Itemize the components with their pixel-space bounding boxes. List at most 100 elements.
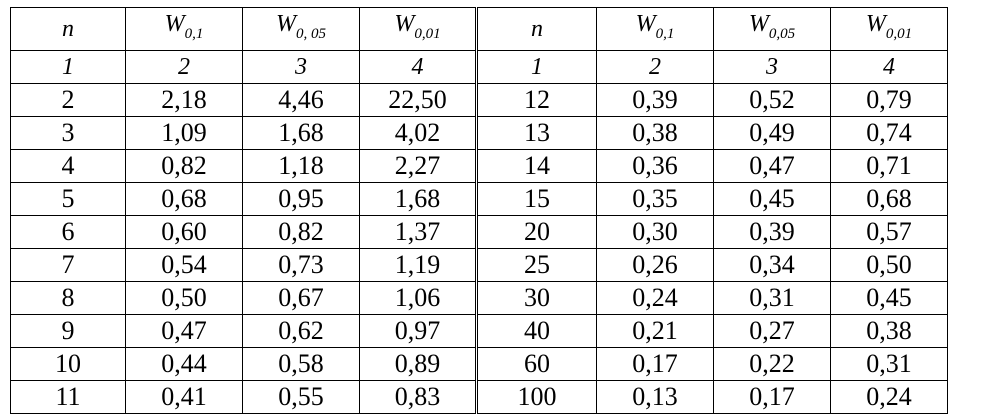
value-cell: 0,50 (830, 248, 948, 282)
n-cell: 2 (10, 83, 126, 117)
value-cell: 1,06 (359, 281, 478, 315)
col-number: 2 (596, 50, 714, 84)
value-cell: 22,50 (359, 83, 478, 117)
value-cell: 0,68 (125, 182, 243, 216)
value-cell: 0,24 (596, 281, 714, 315)
header-n-left: n (10, 7, 126, 51)
value-cell: 0,62 (242, 314, 360, 348)
n-cell: 14 (476, 149, 597, 183)
value-cell: 0,27 (713, 314, 831, 348)
col-number: 1 (476, 50, 597, 84)
value-cell: 0,17 (713, 380, 831, 414)
n-cell: 5 (10, 182, 126, 216)
n-cell: 20 (476, 215, 597, 249)
value-cell: 0,17 (596, 347, 714, 381)
n-cell: 13 (476, 116, 597, 150)
n-cell: 30 (476, 281, 597, 315)
header-w001-right: W0,01 (830, 7, 948, 51)
n-cell: 4 (10, 149, 126, 183)
col-number: 4 (359, 50, 478, 84)
value-cell: 0,71 (830, 149, 948, 183)
table-row: 9 0,47 0,62 0,97 40 0,21 0,27 0,38 (10, 314, 948, 348)
n-cell: 25 (476, 248, 597, 282)
value-cell: 0,13 (596, 380, 714, 414)
n-cell: 11 (10, 380, 126, 414)
value-cell: 0,24 (830, 380, 948, 414)
n-cell: 40 (476, 314, 597, 348)
n-cell: 15 (476, 182, 597, 216)
value-cell: 0,38 (596, 116, 714, 150)
value-cell: 0,89 (359, 347, 478, 381)
value-cell: 0,36 (596, 149, 714, 183)
n-cell: 10 (10, 347, 126, 381)
table-row: 2 2,18 4,46 22,50 12 0,39 0,52 0,79 (10, 83, 948, 117)
header-w005-right: W0,05 (713, 7, 831, 51)
value-cell: 4,46 (242, 83, 360, 117)
value-cell: 0,41 (125, 380, 243, 414)
value-cell: 0,82 (125, 149, 243, 183)
header-row: n W0,1 W0, 05 W0,01 n W0,1 W0,05 W0,01 (10, 7, 948, 51)
value-cell: 0,34 (713, 248, 831, 282)
value-cell: 2,27 (359, 149, 478, 183)
value-cell: 0,50 (125, 281, 243, 315)
value-cell: 0,38 (830, 314, 948, 348)
value-cell: 0,79 (830, 83, 948, 117)
value-cell: 0,52 (713, 83, 831, 117)
value-cell: 0,67 (242, 281, 360, 315)
col-number: 1 (10, 50, 126, 84)
n-cell: 6 (10, 215, 126, 249)
value-cell: 0,47 (125, 314, 243, 348)
table-row: 7 0,54 0,73 1,19 25 0,26 0,34 0,50 (10, 248, 948, 282)
value-cell: 0,45 (830, 281, 948, 315)
col-number: 2 (125, 50, 243, 84)
value-cell: 0,22 (713, 347, 831, 381)
value-cell: 0,95 (242, 182, 360, 216)
value-cell: 0,74 (830, 116, 948, 150)
value-cell: 0,82 (242, 215, 360, 249)
n-cell: 12 (476, 83, 597, 117)
value-cell: 4,02 (359, 116, 478, 150)
table-row: 11 0,41 0,55 0,83 100 0,13 0,17 0,24 (10, 380, 948, 414)
n-cell: 9 (10, 314, 126, 348)
value-cell: 0,97 (359, 314, 478, 348)
value-cell: 0,58 (242, 347, 360, 381)
value-cell: 0,30 (596, 215, 714, 249)
n-cell: 100 (476, 380, 597, 414)
value-cell: 0,45 (713, 182, 831, 216)
value-cell: 0,31 (830, 347, 948, 381)
value-cell: 0,54 (125, 248, 243, 282)
table-row: 3 1,09 1,68 4,02 13 0,38 0,49 0,74 (10, 116, 948, 150)
critical-values-table: n W0,1 W0, 05 W0,01 n W0,1 W0,05 W0,01 1… (10, 7, 948, 414)
value-cell: 0,21 (596, 314, 714, 348)
value-cell: 1,19 (359, 248, 478, 282)
value-cell: 0,83 (359, 380, 478, 414)
table-row: 4 0,82 1,18 2,27 14 0,36 0,47 0,71 (10, 149, 948, 183)
header-w01-left: W0,1 (125, 7, 243, 51)
value-cell: 0,35 (596, 182, 714, 216)
table-row: 8 0,50 0,67 1,06 30 0,24 0,31 0,45 (10, 281, 948, 315)
value-cell: 1,68 (359, 182, 478, 216)
value-cell: 0,26 (596, 248, 714, 282)
col-number: 3 (242, 50, 360, 84)
column-number-row: 1 2 3 4 1 2 3 4 (10, 50, 948, 84)
value-cell: 0,55 (242, 380, 360, 414)
value-cell: 1,68 (242, 116, 360, 150)
value-cell: 0,39 (713, 215, 831, 249)
header-w005-left: W0, 05 (242, 7, 360, 51)
table-row: 10 0,44 0,58 0,89 60 0,17 0,22 0,31 (10, 347, 948, 381)
value-cell: 0,49 (713, 116, 831, 150)
header-w01-right: W0,1 (596, 7, 714, 51)
value-cell: 0,31 (713, 281, 831, 315)
value-cell: 0,47 (713, 149, 831, 183)
col-number: 3 (713, 50, 831, 84)
n-cell: 3 (10, 116, 126, 150)
n-cell: 7 (10, 248, 126, 282)
table-row: 5 0,68 0,95 1,68 15 0,35 0,45 0,68 (10, 182, 948, 216)
value-cell: 0,57 (830, 215, 948, 249)
value-cell: 1,37 (359, 215, 478, 249)
table-row: 6 0,60 0,82 1,37 20 0,30 0,39 0,57 (10, 215, 948, 249)
value-cell: 0,60 (125, 215, 243, 249)
header-w001-left: W0,01 (359, 7, 478, 51)
value-cell: 0,44 (125, 347, 243, 381)
col-number: 4 (830, 50, 948, 84)
